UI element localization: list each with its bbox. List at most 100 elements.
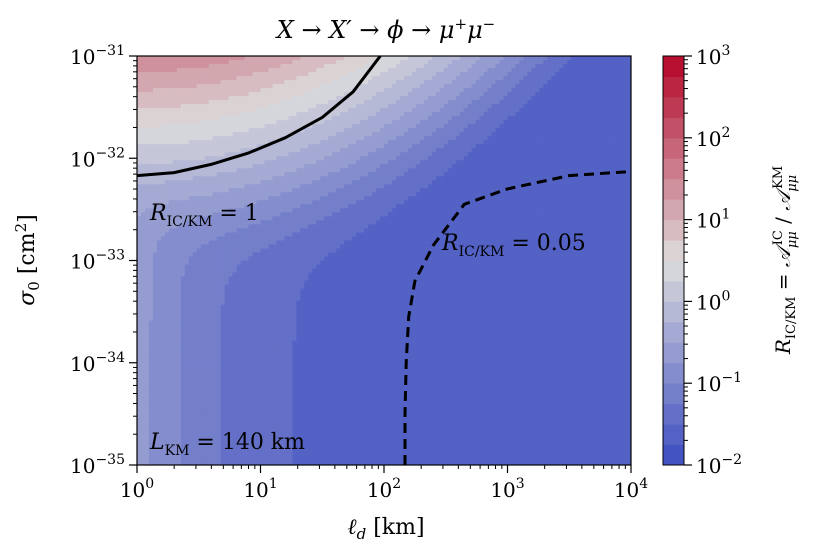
heatmap-cell — [603, 168, 608, 173]
heatmap-cell — [236, 100, 242, 105]
heatmap-cell — [376, 200, 381, 205]
heatmap-cell — [619, 172, 624, 177]
heatmap-cell — [228, 136, 234, 141]
heatmap-cell — [200, 104, 206, 109]
heatmap-cell — [595, 136, 600, 141]
heatmap-cell — [435, 168, 441, 173]
heatmap-cell — [467, 160, 473, 165]
heatmap-cell — [535, 76, 540, 81]
heatmap-cell — [607, 212, 612, 217]
heatmap-cell — [360, 88, 365, 93]
heatmap-cell — [268, 112, 274, 117]
heatmap-cell — [427, 132, 433, 137]
heatmap-cell — [152, 68, 158, 73]
heatmap-cell — [559, 148, 564, 153]
heatmap-cell — [172, 184, 178, 189]
heatmap-cell — [360, 120, 365, 125]
heatmap-cell — [324, 136, 329, 141]
heatmap-cell — [571, 180, 576, 185]
heatmap-cell — [523, 72, 529, 77]
heatmap-cell — [519, 208, 525, 213]
heatmap-cell — [300, 120, 305, 125]
heatmap-cell — [503, 128, 509, 133]
heatmap-cell — [260, 72, 266, 77]
heatmap-cell — [252, 144, 258, 149]
heatmap-cell — [324, 64, 329, 69]
heatmap-cell — [164, 152, 170, 157]
heatmap-cell — [435, 160, 441, 165]
heatmap-cell — [447, 148, 453, 153]
heatmap-cell — [423, 92, 429, 97]
heatmap-cell — [407, 124, 413, 129]
heatmap-cell — [360, 104, 365, 109]
heatmap-cell — [320, 136, 325, 141]
heatmap-cell — [256, 148, 262, 153]
heatmap-cell — [611, 160, 616, 165]
heatmap-cell — [276, 172, 282, 177]
heatmap-cell — [212, 168, 218, 173]
heatmap-cell — [411, 192, 417, 197]
heatmap-cell — [276, 200, 282, 205]
heatmap-cell — [340, 116, 345, 121]
heatmap-cell — [503, 156, 509, 161]
heatmap-cell — [184, 196, 190, 201]
heatmap-cell — [447, 176, 453, 181]
heatmap-cell — [503, 136, 509, 141]
heatmap-cell — [328, 164, 333, 169]
heatmap-cell — [376, 188, 381, 193]
heatmap-cell — [276, 116, 282, 121]
heatmap-cell — [320, 80, 325, 85]
heatmap-cell — [475, 116, 481, 121]
heatmap-cell — [407, 100, 413, 105]
heatmap-cell — [272, 80, 278, 85]
heatmap-cell — [547, 196, 552, 201]
heatmap-cell — [188, 120, 194, 125]
heatmap-cell — [316, 196, 321, 201]
heatmap-cell — [344, 168, 349, 173]
heatmap-cell — [200, 192, 206, 197]
heatmap-cell — [384, 128, 389, 133]
heatmap-cell — [384, 180, 389, 185]
heatmap-cell — [611, 64, 616, 69]
heatmap-cell — [551, 148, 556, 153]
heatmap-cell — [435, 184, 441, 189]
heatmap-cell — [567, 128, 572, 133]
heatmap-cell — [264, 60, 270, 65]
heatmap-cell — [583, 152, 588, 157]
heatmap-cell — [176, 192, 182, 197]
heatmap-cell — [451, 132, 457, 137]
heatmap-cell — [475, 128, 481, 133]
heatmap-cell — [527, 132, 532, 137]
heatmap-cell — [372, 120, 377, 125]
heatmap-cell — [364, 160, 369, 165]
heatmap-cell — [288, 96, 293, 101]
heatmap-cell — [499, 140, 505, 145]
heatmap-cell — [423, 164, 429, 169]
heatmap-cell — [240, 92, 246, 97]
heatmap-cell — [276, 88, 282, 93]
heatmap-cell — [376, 156, 381, 161]
heatmap-cell — [599, 120, 604, 125]
heatmap-cell — [196, 108, 202, 113]
heatmap-cell — [188, 216, 194, 221]
heatmap-cell — [232, 96, 238, 101]
heatmap-cell — [256, 208, 262, 213]
heatmap-cell — [236, 196, 242, 201]
heatmap-cell — [356, 212, 361, 217]
heatmap-cell — [539, 60, 544, 65]
heatmap-cell — [296, 188, 301, 193]
heatmap-cell — [276, 148, 282, 153]
heatmap-cell — [256, 104, 262, 109]
heatmap-cell — [387, 200, 393, 205]
heatmap-cell — [491, 72, 497, 77]
heatmap-cell — [539, 160, 544, 165]
heatmap-cell — [579, 96, 584, 101]
heatmap-cell — [403, 88, 409, 93]
heatmap-cell — [200, 160, 206, 165]
heatmap-cell — [587, 56, 592, 61]
heatmap-cell — [507, 124, 513, 129]
heatmap-cell — [340, 208, 345, 213]
heatmap-cell — [431, 212, 437, 217]
heatmap-cell — [547, 164, 552, 169]
heatmap-cell — [340, 184, 345, 189]
